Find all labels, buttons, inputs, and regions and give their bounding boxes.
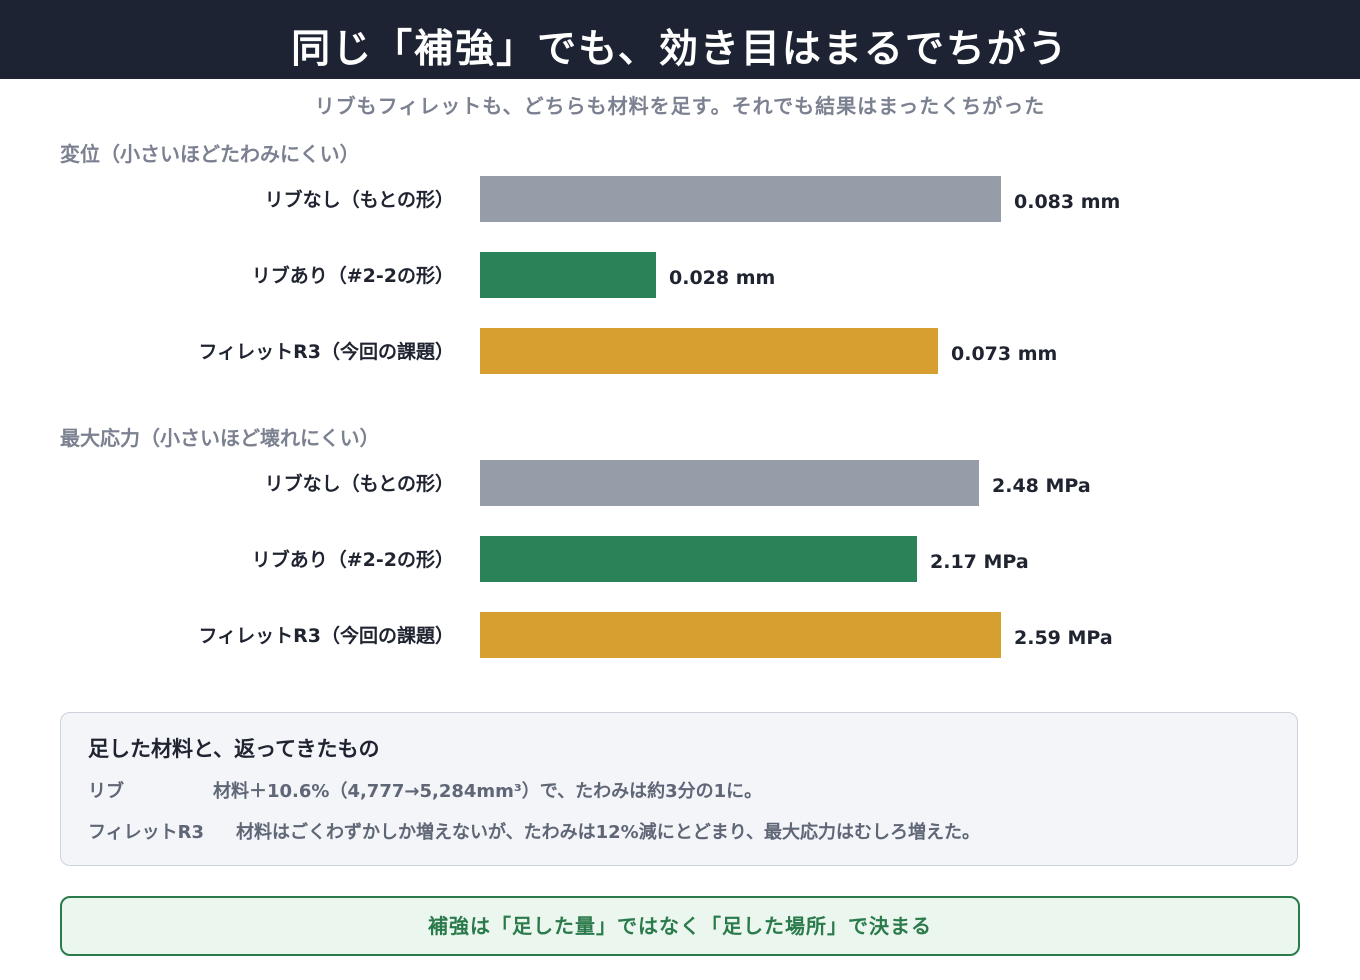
page-subtitle: リブもフィレットも、どちらも材料を足す。それでも結果はまったくちがった [314,94,1046,118]
notes-title: 足した材料と、返ってきたもの [88,737,380,761]
page-title: 同じ「補強」でも、効き目はまるでちがう [291,27,1069,72]
bar-value-label: 2.17 MPa [930,551,1029,573]
bar-stress-no-rib [480,460,979,506]
bar-label: リブあり（#2-2の形） [251,265,454,287]
bar-value-label: 0.073 mm [951,343,1058,365]
bar-displacement-with-rib [480,252,656,298]
bar-label: リブなし（もとの形） [264,473,454,495]
bar-value-label: 2.48 MPa [992,475,1091,497]
bar-value-label: 2.59 MPa [1014,627,1113,649]
chart-title-displacement: 変位（小さいほどたわみにくい） [60,142,360,166]
header-banner: 同じ「補強」でも、効き目はまるでちがう [0,0,1360,79]
chart-title-stress: 最大応力（小さいほど壊れにくい） [60,426,380,450]
note-value: 材料＋10.6%（4,777→5,284mm³）で、たわみは約3分の1に。 [213,781,763,802]
note-value: 材料はごくわずかしか増えないが、たわみは12%減にとどまり、最大応力はむしろ増え… [236,822,980,843]
conclusion-banner: 補強は「足した量」ではなく「足した場所」で決まる [60,896,1300,956]
note-key: フィレットR3 [88,822,205,843]
bar-stress-with-rib [480,536,917,582]
bar-stress-fillet [480,612,1001,658]
bar-value-label: 0.028 mm [669,267,776,289]
bar-label: リブあり（#2-2の形） [251,549,454,571]
bar-displacement-fillet [480,328,938,374]
note-row-fillet: フィレットR3 材料はごくわずかしか増えないが、たわみは12%減にとどまり、最大応… [88,820,980,846]
notes-panel: 足した材料と、返ってきたもの リブ 材料＋10.6%（4,777→5,284mm³… [60,712,1298,866]
note-row-rib: リブ 材料＋10.6%（4,777→5,284mm³）で、たわみは約3分の1に。 [88,779,762,805]
bar-label: リブなし（もとの形） [264,189,454,211]
bar-label: フィレットR3（今回の課題） [198,341,454,363]
bar-label: フィレットR3（今回の課題） [198,625,454,647]
note-key: リブ [88,781,124,802]
bar-displacement-no-rib [480,176,1001,222]
bar-value-label: 0.083 mm [1014,191,1121,213]
